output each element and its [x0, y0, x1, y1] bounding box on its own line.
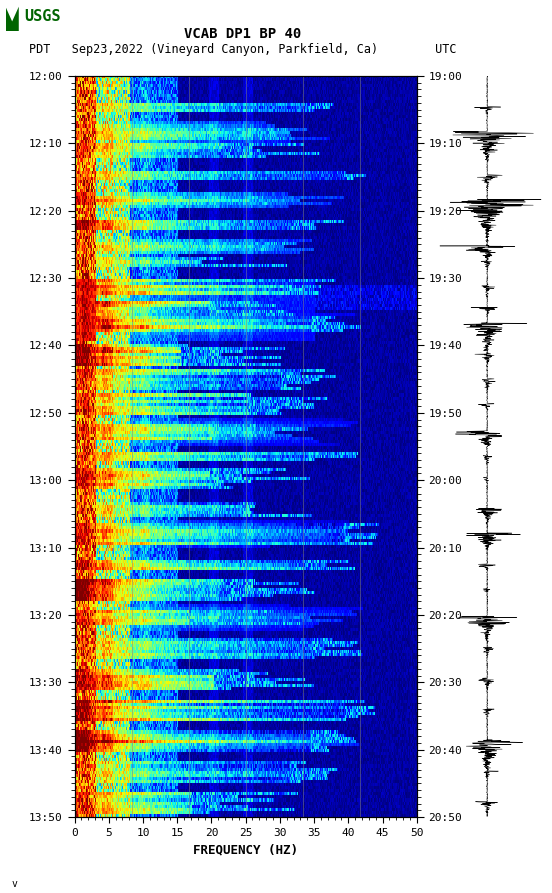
Text: PDT   Sep23,2022 (Vineyard Canyon, Parkfield, Ca)        UTC: PDT Sep23,2022 (Vineyard Canyon, Parkfie… — [29, 43, 457, 56]
X-axis label: FREQUENCY (HZ): FREQUENCY (HZ) — [193, 843, 298, 856]
Text: v: v — [11, 879, 17, 889]
Text: VCAB DP1 BP 40: VCAB DP1 BP 40 — [184, 27, 301, 41]
Text: USGS: USGS — [24, 9, 61, 24]
Polygon shape — [6, 6, 19, 31]
